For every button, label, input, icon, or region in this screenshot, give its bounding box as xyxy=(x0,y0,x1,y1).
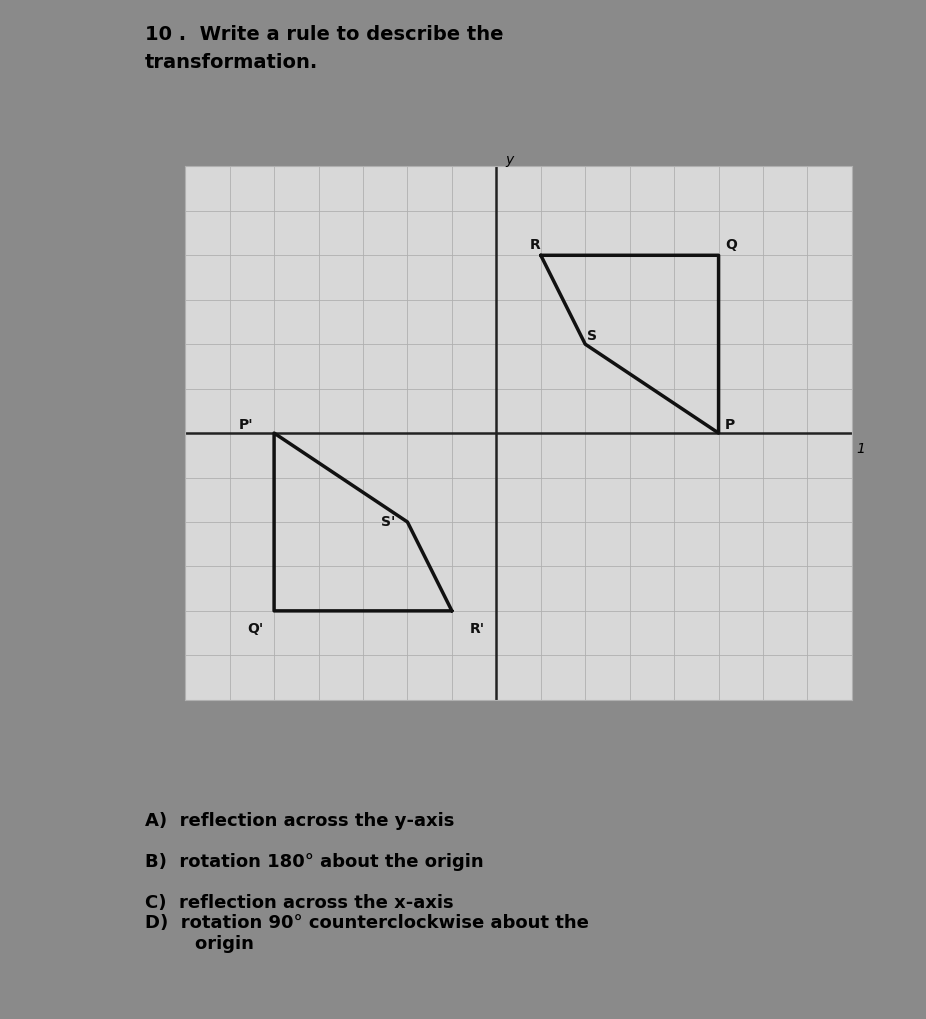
Text: Q': Q' xyxy=(247,622,264,636)
Text: A)  reflection across the y-axis: A) reflection across the y-axis xyxy=(144,812,454,830)
Text: D)  rotation 90° counterclockwise about the
        origin: D) rotation 90° counterclockwise about t… xyxy=(144,914,588,953)
Text: 10 .  Write a rule to describe the: 10 . Write a rule to describe the xyxy=(144,25,503,45)
Text: R: R xyxy=(530,237,541,252)
Text: R': R' xyxy=(469,622,485,636)
Text: B)  rotation 180° about the origin: B) rotation 180° about the origin xyxy=(144,853,483,871)
Text: C)  reflection across the x-axis: C) reflection across the x-axis xyxy=(144,894,453,912)
Text: S': S' xyxy=(381,516,395,530)
Text: 1: 1 xyxy=(857,442,865,457)
Text: P: P xyxy=(725,418,735,432)
Text: P': P' xyxy=(239,418,253,432)
Text: S: S xyxy=(587,329,597,342)
Text: Q: Q xyxy=(725,237,737,252)
Text: y: y xyxy=(506,153,514,167)
Text: transformation.: transformation. xyxy=(144,53,318,72)
